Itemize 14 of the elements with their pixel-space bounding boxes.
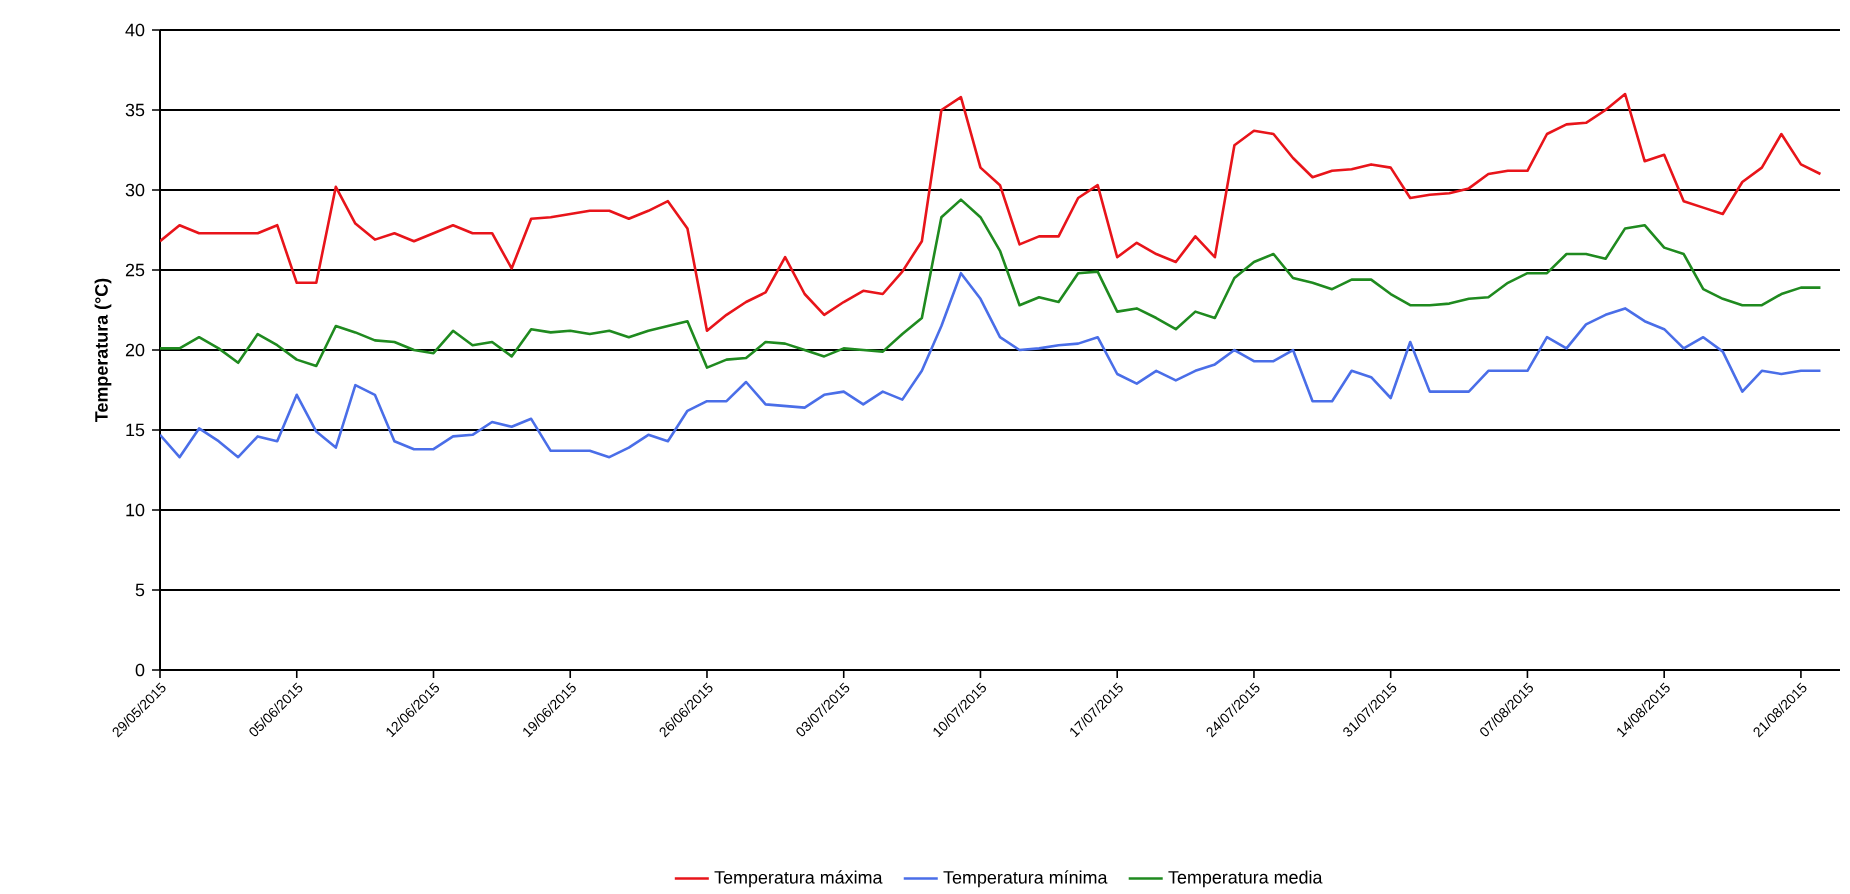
y-tick-label: 10 <box>126 503 145 517</box>
y-tick-label: 15 <box>126 423 145 437</box>
legend-label: Temperatura media <box>1168 870 1323 887</box>
y-tick-label: 5 <box>135 583 145 597</box>
y-tick-label: 25 <box>125 263 145 277</box>
legend-label: Temperatura mínima <box>943 870 1108 888</box>
y-tick-label: 20 <box>125 343 145 357</box>
y-tick-label: 40 <box>125 23 145 37</box>
y-tick-label: 30 <box>125 183 145 197</box>
legend-label: Temperatura máxima <box>714 870 883 888</box>
y-tick-label: 35 <box>125 103 145 117</box>
y-tick-label: 0 <box>135 663 145 677</box>
y-axis-title: Temperatura (°C) <box>94 278 112 422</box>
line-series <box>160 198 1822 369</box>
